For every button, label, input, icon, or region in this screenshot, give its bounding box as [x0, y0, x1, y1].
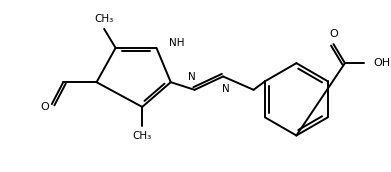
Text: N: N: [188, 72, 196, 82]
Text: CH₃: CH₃: [95, 14, 114, 24]
Text: O: O: [41, 102, 50, 112]
Text: NH: NH: [169, 38, 185, 48]
Text: N: N: [222, 84, 230, 94]
Text: O: O: [329, 29, 338, 39]
Text: OH: OH: [373, 58, 391, 68]
Text: CH₃: CH₃: [133, 131, 152, 141]
